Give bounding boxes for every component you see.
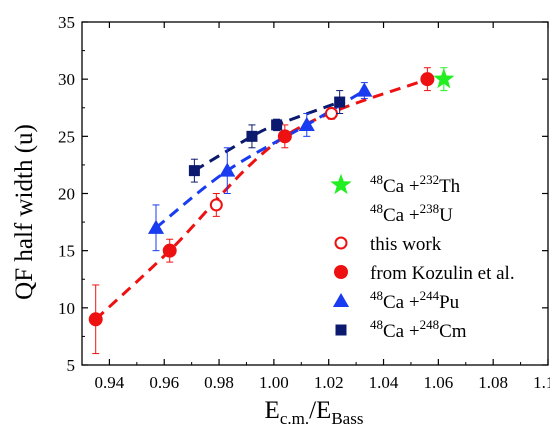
legend-target: Th (439, 176, 461, 197)
point-pu244 (298, 116, 315, 131)
point-kozulin (88, 312, 103, 327)
legend-mass-number: 48 (370, 317, 383, 332)
legend-item-u238: 48Ca +238U (370, 201, 453, 226)
x-axis-label-main: E (265, 397, 280, 424)
legend-marker-pu244 (332, 292, 350, 308)
x-tick-label: 1.08 (478, 373, 508, 392)
legend-target: U (439, 205, 453, 226)
point-pu244 (147, 219, 165, 234)
x-tick-label: 0.94 (95, 373, 125, 392)
x-tick-label: 1.00 (259, 373, 289, 392)
x-axis-label-sub2: Bass (331, 409, 363, 428)
point-pu244 (356, 82, 373, 97)
point-cm248 (334, 96, 346, 108)
legend-label-cm248: 48Ca +248Cm (370, 317, 467, 342)
y-tick-label: 10 (58, 299, 75, 318)
point-th232 (433, 68, 455, 89)
x-axis-label-mid: /E (309, 397, 331, 424)
legend-label-kozulin: from Kozulin et al. (370, 263, 515, 284)
y-tick-label: 25 (58, 127, 75, 146)
legend-mass-number: 48 (370, 172, 383, 187)
legend-marker-kozulin (334, 265, 348, 279)
legend-label-this-work: this work (370, 234, 442, 255)
x-tick-label: 1.02 (314, 373, 344, 392)
legend-target-mass: 238 (420, 201, 440, 216)
point-kozulin (277, 129, 292, 144)
y-tick-label: 15 (58, 242, 75, 261)
legend-target-mass: 248 (420, 317, 440, 332)
point-pu244 (219, 162, 236, 177)
y-tick-label: 20 (58, 185, 75, 204)
legend-projectile: Ca + (383, 321, 420, 342)
legend-target-mass: 232 (420, 172, 440, 187)
legend-marker-this-work (334, 236, 348, 250)
point-cm248 (188, 165, 200, 177)
legend-label-pu244: 48Ca +244Pu (370, 288, 460, 313)
legend-label-th232: 48Ca +232Th (370, 172, 461, 197)
point-kozulin (162, 243, 177, 258)
legend-projectile: Ca + (383, 292, 420, 313)
x-tick-label: 1.10 (533, 373, 550, 392)
y-tick-label: 5 (67, 356, 76, 375)
legend-item-cm248: 48Ca +248Cm (335, 317, 467, 342)
legend-item-kozulin: from Kozulin et al. (334, 263, 515, 284)
point-kozulin (420, 72, 435, 87)
y-tick-label: 30 (58, 70, 75, 89)
x-tick-label: 1.06 (423, 373, 453, 392)
legend-label-u238: 48Ca +238U (370, 201, 453, 226)
point-cm248 (271, 119, 283, 131)
legend-item-pu244: 48Ca +244Pu (332, 288, 460, 313)
legend-marker-cm248 (335, 324, 347, 336)
y-tick-label: 35 (58, 13, 75, 32)
point-this-work (209, 198, 223, 212)
legend-item-this-work: this work (334, 234, 442, 255)
point-this-work (324, 106, 338, 120)
legend-target-mass: 244 (420, 288, 440, 303)
legend-target: Pu (439, 292, 460, 313)
legend-target: Cm (439, 321, 467, 342)
legend-mass-number: 48 (370, 201, 383, 216)
legend-mass-number: 48 (370, 288, 383, 303)
x-axis-label-sub1: c.m. (280, 409, 309, 428)
x-axis-label: Ec.m./EBass (265, 397, 364, 428)
legend-item-th232: 48Ca +232Th (330, 172, 461, 197)
legend-projectile: Ca + (383, 205, 420, 226)
legend-marker-th232 (330, 173, 352, 195)
x-tick-label: 1.04 (369, 373, 399, 392)
fit-curve-cm248 (193, 100, 341, 172)
plot-axes: 0.94 0.96 0.98 1.00 1.02 1.04 1.06 1.08 1.10 5 10 1… (58, 13, 550, 392)
x-tick-label: 0.98 (204, 373, 234, 392)
legend-projectile: Ca + (383, 176, 420, 197)
x-tick-label: 0.96 (149, 373, 179, 392)
data-points (88, 67, 455, 355)
point-cm248 (246, 130, 258, 142)
plot-frame (81, 21, 549, 366)
y-axis-label: QF half width (u) (11, 124, 38, 300)
